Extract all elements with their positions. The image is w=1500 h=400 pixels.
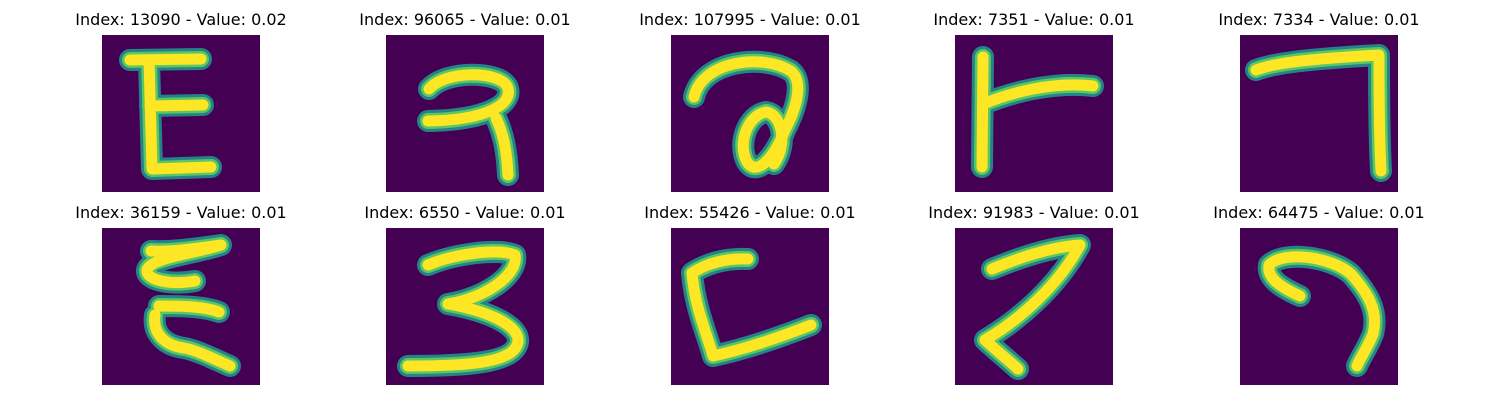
grid-panel-3: Index: 107995 - Value: 0.01 bbox=[600, 8, 900, 198]
digit-glyph bbox=[974, 234, 1091, 380]
digit-image bbox=[955, 35, 1113, 192]
digit-image bbox=[671, 35, 829, 192]
digit-glyph bbox=[683, 50, 809, 179]
panel-title: Index: 107995 - Value: 0.01 bbox=[639, 10, 861, 29]
panel-title: Index: 64475 - Value: 0.01 bbox=[1213, 203, 1425, 222]
grid-panel-8: Index: 55426 - Value: 0.01 bbox=[600, 201, 900, 391]
panel-title: Index: 36159 - Value: 0.01 bbox=[75, 203, 287, 222]
digit-image bbox=[1240, 35, 1398, 192]
panel-title: Index: 96065 - Value: 0.01 bbox=[359, 10, 571, 29]
digit-image bbox=[102, 228, 260, 385]
digit-image bbox=[671, 228, 829, 385]
grid-panel-9: Index: 91983 - Value: 0.01 bbox=[884, 201, 1184, 391]
digit-image bbox=[386, 228, 544, 385]
grid-panel-6: Index: 36159 - Value: 0.01 bbox=[31, 201, 331, 391]
grid-panel-10: Index: 64475 - Value: 0.01 bbox=[1169, 201, 1469, 391]
digit-glyph bbox=[971, 46, 1104, 178]
digit-glyph bbox=[119, 48, 222, 180]
digit-image bbox=[1240, 228, 1398, 385]
grid-panel-4: Index: 7351 - Value: 0.01 bbox=[884, 8, 1184, 198]
panel-title: Index: 91983 - Value: 0.01 bbox=[928, 203, 1140, 222]
panel-title: Index: 55426 - Value: 0.01 bbox=[644, 203, 856, 222]
grid-panel-1: Index: 13090 - Value: 0.02 bbox=[31, 8, 331, 198]
digit-image bbox=[386, 35, 544, 192]
digit-glyph bbox=[397, 241, 529, 377]
digit-glyph bbox=[1245, 44, 1392, 182]
digit-glyph bbox=[681, 247, 822, 367]
digit-image bbox=[102, 35, 260, 192]
grid-panel-7: Index: 6550 - Value: 0.01 bbox=[315, 201, 615, 391]
digit-glyph bbox=[1257, 245, 1386, 377]
grid-panel-5: Index: 7334 - Value: 0.01 bbox=[1169, 8, 1469, 198]
digit-glyph bbox=[417, 63, 520, 186]
digit-glyph bbox=[136, 234, 241, 377]
panel-title: Index: 6550 - Value: 0.01 bbox=[364, 203, 566, 222]
panel-title: Index: 7351 - Value: 0.01 bbox=[933, 10, 1135, 29]
panel-title: Index: 7334 - Value: 0.01 bbox=[1218, 10, 1420, 29]
grid-panel-2: Index: 96065 - Value: 0.01 bbox=[315, 8, 615, 198]
panel-title: Index: 13090 - Value: 0.02 bbox=[75, 10, 287, 29]
digit-image bbox=[955, 228, 1113, 385]
